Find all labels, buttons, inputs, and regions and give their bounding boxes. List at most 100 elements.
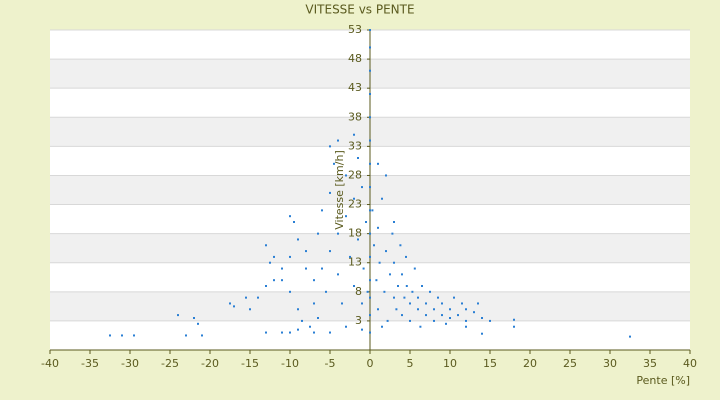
y-axis-title: Vitesse [km/h]	[333, 150, 346, 230]
point	[409, 302, 411, 305]
point	[369, 29, 371, 31]
point	[419, 325, 422, 328]
point	[369, 93, 371, 95]
chart-title: VITESSE vs PENTE	[305, 3, 414, 17]
point	[257, 296, 259, 299]
point	[421, 285, 423, 287]
point	[377, 226, 379, 229]
y-tick-label: 38	[348, 110, 362, 123]
point	[375, 279, 378, 282]
point	[365, 221, 367, 223]
point	[369, 162, 371, 165]
x-tick-label: -25	[161, 357, 179, 370]
point	[185, 334, 187, 337]
point	[393, 221, 395, 223]
point	[269, 261, 271, 264]
point	[409, 319, 411, 322]
point	[369, 139, 371, 142]
point	[453, 296, 455, 299]
point	[429, 290, 431, 293]
point	[449, 308, 451, 311]
point	[305, 267, 307, 270]
point	[329, 191, 331, 194]
point	[425, 314, 427, 317]
point	[357, 157, 359, 159]
point	[513, 325, 515, 328]
point	[281, 331, 283, 334]
point	[445, 322, 447, 325]
point	[441, 302, 443, 305]
point	[381, 325, 383, 328]
point	[369, 186, 371, 189]
point	[413, 267, 416, 270]
point	[417, 296, 419, 299]
point	[305, 250, 307, 253]
x-axis-title: Pente [%]	[636, 374, 690, 387]
point	[337, 232, 339, 235]
point	[369, 279, 371, 282]
point	[245, 296, 247, 299]
point	[301, 319, 303, 322]
y-tick-label: 18	[348, 227, 362, 240]
point	[321, 267, 323, 270]
point	[405, 285, 408, 287]
y-tick-label: 13	[348, 256, 362, 269]
point	[201, 334, 203, 337]
point	[362, 267, 365, 270]
point	[489, 319, 491, 322]
point	[481, 332, 483, 335]
point	[325, 290, 327, 293]
point	[313, 302, 315, 305]
point	[461, 302, 463, 305]
point	[369, 46, 371, 49]
point	[417, 308, 419, 311]
point	[369, 255, 371, 258]
point	[313, 279, 315, 282]
x-tick-label: 5	[407, 357, 414, 370]
x-tick-label: -5	[325, 357, 336, 370]
x-tick-label: 10	[443, 357, 457, 370]
point	[397, 285, 399, 287]
point	[381, 197, 383, 200]
point	[193, 317, 195, 319]
point	[403, 296, 406, 299]
point	[345, 215, 347, 218]
point	[337, 139, 339, 142]
y-tick-label: 8	[355, 285, 362, 298]
point	[273, 255, 275, 258]
point	[481, 317, 483, 319]
point	[177, 314, 179, 317]
point	[377, 162, 379, 165]
point	[366, 290, 369, 293]
point	[345, 174, 347, 177]
point	[369, 209, 371, 212]
point	[389, 273, 391, 276]
point	[289, 255, 291, 258]
point	[449, 317, 451, 319]
point	[293, 221, 295, 223]
x-tick-label: 25	[563, 357, 577, 370]
point	[383, 290, 386, 293]
point	[265, 331, 267, 334]
point	[441, 314, 443, 317]
point	[329, 250, 331, 253]
point	[233, 305, 235, 308]
y-tick-label: 43	[348, 81, 362, 94]
point	[369, 314, 371, 317]
point	[317, 232, 319, 235]
point	[349, 255, 351, 258]
point	[353, 285, 355, 287]
x-tick-label: -40	[41, 357, 59, 370]
point	[333, 162, 335, 165]
point	[371, 209, 374, 212]
x-tick-label: 35	[643, 357, 657, 370]
point	[465, 325, 467, 328]
point	[465, 319, 467, 322]
x-tick-label: -15	[241, 357, 259, 370]
point	[289, 290, 291, 293]
point	[229, 302, 231, 305]
point	[477, 302, 479, 305]
x-tick-label: 30	[603, 357, 617, 370]
point	[401, 273, 403, 276]
point	[249, 308, 251, 311]
